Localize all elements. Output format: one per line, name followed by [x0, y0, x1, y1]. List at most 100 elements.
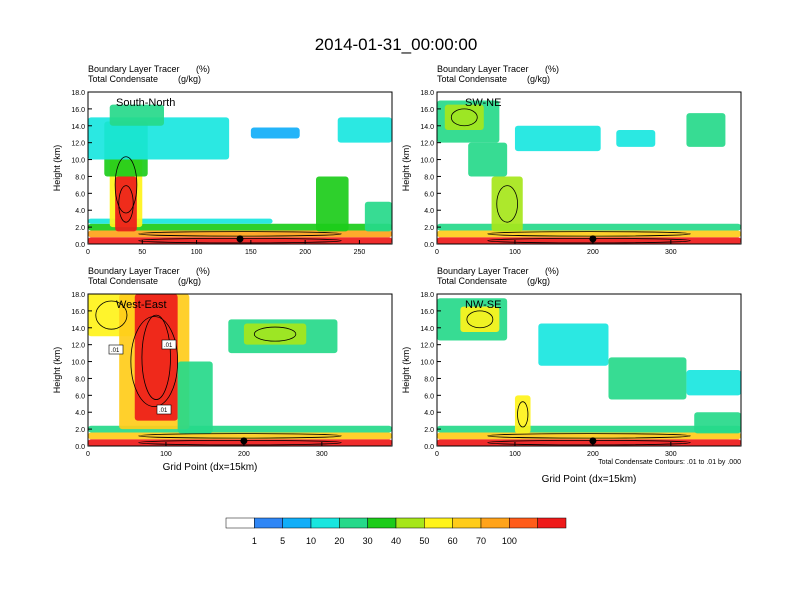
x-tick-label: 100 [509, 451, 521, 458]
tracer-region [250, 127, 300, 139]
x-tick-label: 200 [299, 249, 311, 256]
y-tick-label: 18.0 [71, 292, 85, 299]
y-tick-label: 0.0 [75, 242, 85, 249]
panel-south-north: South-North Boundary Layer Tracer (%) Total… [52, 64, 393, 256]
y-tick-label: 12.0 [71, 141, 85, 148]
y-tick-label: 14.0 [420, 326, 434, 333]
colorbar-cell [509, 517, 538, 529]
tracer-region [444, 104, 484, 130]
y-tick-label: 16.0 [420, 309, 434, 316]
x-tick-label: 300 [665, 249, 677, 256]
y-tick-label: 18.0 [420, 292, 434, 299]
colorbar-cell [424, 517, 453, 529]
x-tick-label: 100 [160, 451, 172, 458]
x-tick-label: 100 [191, 249, 203, 256]
colorbar-cell [225, 517, 255, 529]
y-tick-label: 2.0 [75, 427, 85, 434]
left-title-1: Boundary Layer Tracer [88, 266, 180, 276]
condensate-contour [496, 185, 518, 223]
y-tick-label: 12.0 [420, 343, 434, 350]
y-tick-label: 0.0 [75, 444, 85, 451]
colorbar-label: 20 [334, 536, 344, 546]
colorbar-cell [537, 517, 567, 529]
left-title-2: Total Condensate [88, 74, 158, 84]
y-tick-label: 4.0 [424, 208, 434, 215]
x-axis-label: Grid Point (dx=15km) [542, 474, 637, 485]
panel-west-east: West-East Boundary Layer Tracer (%) Total C… [52, 266, 393, 473]
condensate-contour [487, 231, 691, 237]
tracer-region [608, 357, 687, 400]
colorbar-label: 10 [306, 536, 316, 546]
y-tick-label: 12.0 [71, 343, 85, 350]
y-tick-label: 10.0 [420, 158, 434, 165]
tracer-region [437, 223, 741, 231]
location-marker [589, 235, 597, 243]
y-tick-label: 10.0 [71, 158, 85, 165]
section-label: West-East [116, 299, 167, 311]
y-tick-label: 2.0 [424, 427, 434, 434]
left-title-1-unit: (%) [545, 266, 559, 276]
colorbar-label: 100 [502, 536, 517, 546]
tracer-region [686, 370, 741, 396]
left-title-2-unit: (g/kg) [527, 276, 550, 286]
figure-title: 2014-01-31_00:00:00 [315, 35, 478, 54]
x-tick-label: 0 [86, 451, 90, 458]
colorbar-label: 1 [252, 536, 257, 546]
condensate-contour [487, 237, 691, 244]
y-tick-label: 14.0 [420, 124, 434, 131]
plot-area [88, 92, 392, 244]
x-tick-label: 300 [316, 451, 328, 458]
y-tick-label: 8.0 [75, 376, 85, 383]
panel-nw-se: NW-SE Boundary Layer Tracer (%) Total Conde… [401, 266, 742, 485]
y-tick-label: 14.0 [71, 326, 85, 333]
colorbar-cell [310, 517, 340, 529]
tracer-region [243, 323, 307, 345]
y-tick-label: 6.0 [424, 393, 434, 400]
y-tick-label: 14.0 [71, 124, 85, 131]
condensate-contour [130, 316, 179, 407]
left-title-2-unit: (g/kg) [527, 74, 550, 84]
condensate-contour [466, 310, 494, 329]
tracer-region [115, 176, 137, 232]
x-tick-label: 50 [138, 249, 146, 256]
location-marker [240, 437, 248, 445]
section-label: South-North [116, 97, 175, 109]
y-tick-label: 6.0 [75, 393, 85, 400]
tracer-region [694, 412, 741, 434]
left-title-1: Boundary Layer Tracer [88, 64, 180, 74]
colorbar-cell [282, 517, 312, 529]
colorbar-cell [452, 517, 482, 529]
section-label: SW-NE [465, 97, 501, 109]
tracer-region [437, 425, 741, 433]
y-tick-label: 8.0 [424, 376, 434, 383]
panel-sw-ne: SW-NE Boundary Layer Tracer (%) Total Conde… [401, 64, 742, 256]
left-title-2: Total Condensate [437, 74, 507, 84]
tracer-region [364, 201, 392, 232]
x-tick-label: 100 [509, 249, 521, 256]
y-tick-label: 4.0 [75, 208, 85, 215]
condensate-contour [95, 300, 128, 330]
y-tick-label: 6.0 [75, 191, 85, 198]
condensate-contour [487, 433, 691, 439]
colorbar-label: 60 [448, 536, 458, 546]
plot-area [88, 294, 392, 446]
left-title-2: Total Condensate [88, 276, 158, 286]
plot-frame [436, 91, 742, 245]
section-label: NW-SE [465, 299, 501, 311]
y-tick-label: 0.0 [424, 444, 434, 451]
condensate-contour [141, 314, 171, 400]
colorbar-label: 5 [280, 536, 285, 546]
y-tick-label: 10.0 [71, 360, 85, 367]
y-tick-label: 12.0 [420, 141, 434, 148]
y-tick-label: 10.0 [420, 360, 434, 367]
left-title-1-unit: (%) [196, 266, 210, 276]
contour-label-box [108, 344, 124, 355]
y-tick-label: 18.0 [71, 90, 85, 97]
colorbar-label: 50 [419, 536, 429, 546]
contour-label-box [161, 339, 177, 350]
colorbar-cell [480, 517, 510, 529]
x-tick-label: 200 [587, 451, 599, 458]
tracer-region [460, 306, 500, 332]
tracer-region [468, 142, 508, 177]
